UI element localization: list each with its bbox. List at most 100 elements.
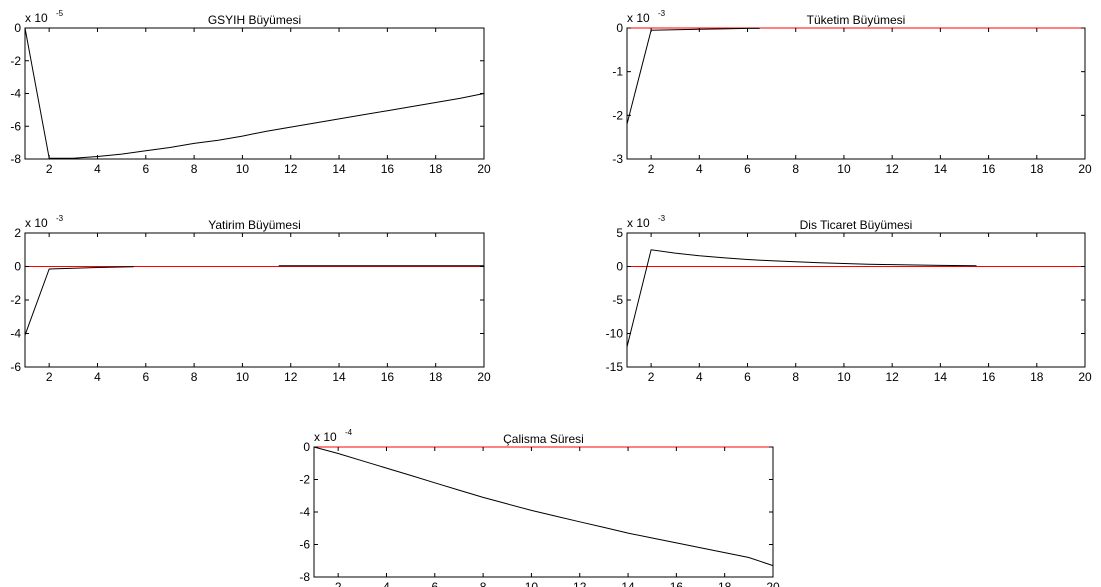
x-tick-label: 6	[142, 370, 149, 384]
x-tick-label: 14	[934, 162, 948, 176]
chart-title: Dis Ticaret Büyümesi	[800, 218, 913, 232]
x-tick-label: 16	[670, 580, 684, 587]
x-tick-label: 8	[792, 162, 799, 176]
x-tick-label: 2	[648, 370, 655, 384]
x-tick-label: 18	[718, 580, 732, 587]
axes-frame	[626, 232, 1086, 368]
x-tick-label: 6	[744, 162, 751, 176]
x-tick-label: 12	[284, 370, 298, 384]
y-tick-label: -2	[10, 54, 21, 68]
axes-frame	[24, 232, 485, 368]
x-tick-label: 12	[284, 162, 298, 176]
y-tick-label: -10	[606, 327, 624, 341]
y-tick-label: -4	[10, 327, 21, 341]
axis-multiplier-base: x 10	[627, 216, 650, 230]
y-tick-label: -3	[612, 152, 623, 166]
x-tick-label: 10	[525, 580, 539, 587]
y-tick-label: -2	[299, 473, 310, 487]
axes-frame	[24, 27, 485, 160]
axis-multiplier-exponent: -5	[56, 9, 64, 18]
y-tick-label: 0	[616, 21, 623, 35]
x-tick-label: 20	[1078, 162, 1092, 176]
x-tick-label: 10	[837, 370, 851, 384]
x-tick-label: 18	[1030, 162, 1044, 176]
chart-title: Çalisma Süresi	[503, 432, 584, 446]
y-tick-label: -5	[612, 293, 623, 307]
x-tick-label: 2	[335, 580, 342, 587]
axis-multiplier-base: x 10	[627, 11, 650, 25]
x-tick-label: 16	[982, 370, 996, 384]
y-tick-label: -8	[10, 152, 21, 166]
y-tick-label: -8	[299, 570, 310, 584]
x-tick-label: 2	[46, 162, 53, 176]
x-tick-label: 20	[477, 370, 491, 384]
x-tick-label: 8	[191, 162, 198, 176]
subplot-2: 2 4 6 8 10 12 14 16 18 20 0 -1 -2 -3 Tüketim Büyümesi x…	[612, 9, 1092, 176]
axis-multiplier-exponent: -3	[56, 214, 64, 223]
y-tick-label: 0	[616, 260, 623, 274]
axis-multiplier-exponent: -3	[658, 214, 666, 223]
y-tick-label: 2	[14, 226, 21, 240]
x-tick-label: 4	[383, 580, 390, 587]
x-tick-label: 12	[573, 580, 587, 587]
axis-multiplier-base: x 10	[25, 11, 48, 25]
x-tick-label: 2	[46, 370, 53, 384]
axis-multiplier-exponent: -3	[658, 9, 666, 18]
y-tick-label: -2	[10, 293, 21, 307]
x-tick-label: 18	[429, 370, 443, 384]
series-line-1	[24, 266, 134, 336]
y-tick-label: -6	[10, 119, 21, 133]
y-tick-label: 0	[14, 260, 21, 274]
x-tick-label: 4	[94, 162, 101, 176]
x-tick-label: 2	[648, 162, 655, 176]
subplot-5: 2 4 6 8 10 12 14 16 18 20 0 -2 -4 -6 -8 Çalisma Süresi x…	[299, 428, 780, 587]
x-tick-label: 6	[744, 370, 751, 384]
y-tick-label: 0	[14, 21, 21, 35]
x-tick-label: 20	[766, 580, 780, 587]
axes-frame	[626, 27, 1086, 160]
x-tick-label: 12	[885, 162, 899, 176]
y-tick-label: -6	[10, 360, 21, 374]
x-tick-label: 14	[621, 580, 635, 587]
y-tick-label: -4	[299, 505, 310, 519]
x-tick-label: 4	[696, 162, 703, 176]
series-line-1	[313, 446, 774, 567]
x-tick-label: 16	[982, 162, 996, 176]
axis-multiplier-base: x 10	[25, 216, 48, 230]
chart-title: GSYIH Büyümesi	[208, 13, 301, 27]
x-tick-label: 8	[792, 370, 799, 384]
y-tick-label: -6	[299, 538, 310, 552]
axis-multiplier-exponent: -4	[345, 428, 353, 437]
x-tick-label: 12	[885, 370, 899, 384]
chart-title: Tüketim Büyümesi	[807, 13, 906, 27]
x-tick-label: 6	[142, 162, 149, 176]
y-tick-label: 5	[616, 226, 623, 240]
x-tick-label: 8	[480, 580, 487, 587]
x-tick-label: 8	[191, 370, 198, 384]
x-tick-label: 10	[236, 370, 250, 384]
x-tick-label: 14	[332, 162, 346, 176]
subplot-4: 2 4 6 8 10 12 14 16 18 20 5 0 -5 -10 -15 Dis Ticaret Bü…	[606, 214, 1092, 384]
y-tick-label: -15	[606, 360, 624, 374]
x-tick-label: 10	[837, 162, 851, 176]
x-tick-label: 6	[431, 580, 438, 587]
y-tick-label: -2	[612, 108, 623, 122]
x-tick-label: 14	[332, 370, 346, 384]
x-tick-label: 14	[934, 370, 948, 384]
y-tick-label: -1	[612, 65, 623, 79]
y-tick-label: -4	[10, 87, 21, 101]
x-tick-label: 4	[696, 370, 703, 384]
x-tick-label: 10	[236, 162, 250, 176]
x-tick-label: 16	[381, 370, 395, 384]
x-tick-label: 18	[1030, 370, 1044, 384]
x-tick-label: 16	[381, 162, 395, 176]
x-tick-label: 4	[94, 370, 101, 384]
x-tick-label: 20	[1078, 370, 1092, 384]
series-line-1	[24, 27, 485, 159]
axis-multiplier-base: x 10	[314, 430, 337, 444]
x-tick-label: 18	[429, 162, 443, 176]
series-line-1	[626, 249, 977, 348]
y-tick-label: 0	[303, 440, 310, 454]
